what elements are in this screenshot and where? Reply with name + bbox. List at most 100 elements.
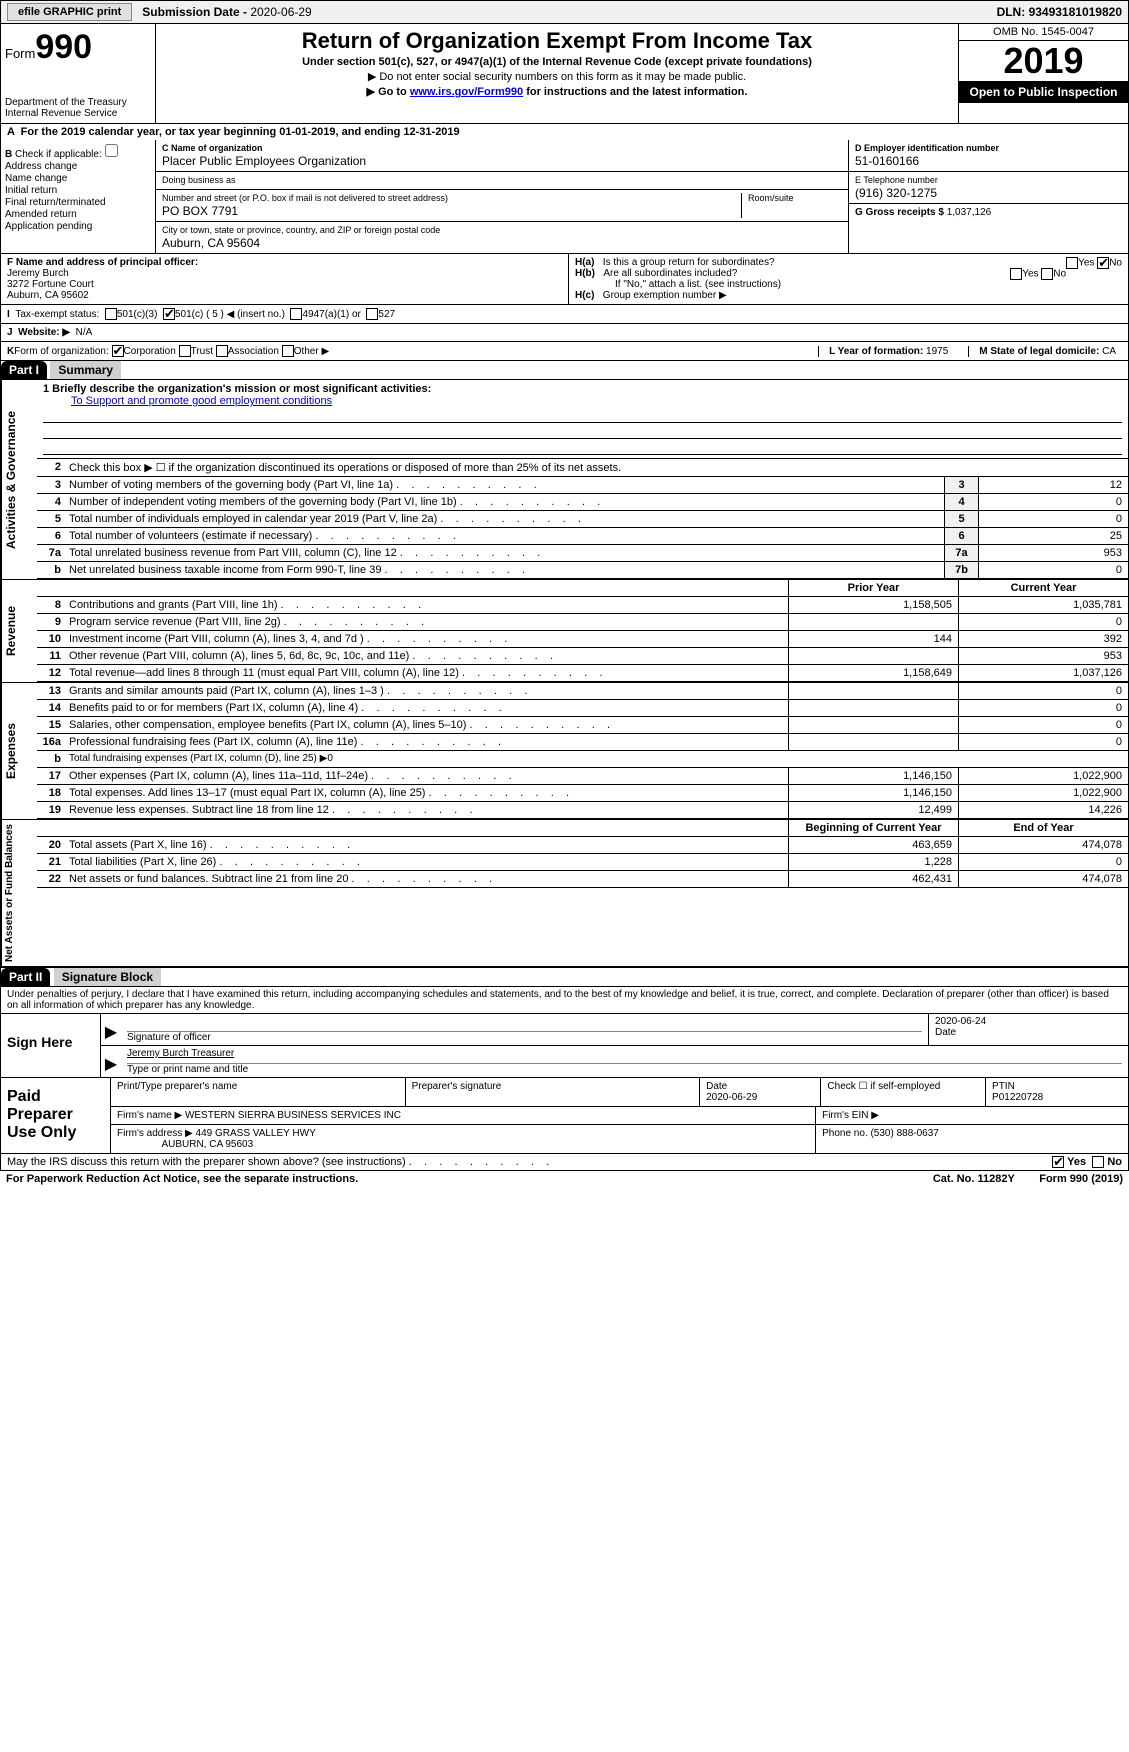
discuss-yes[interactable] — [1052, 1156, 1064, 1168]
gov-line: 4Number of independent voting members of… — [37, 494, 1128, 511]
part1-title: Summary — [50, 361, 121, 379]
k-opt1: Trust — [191, 346, 213, 357]
i-opt0: 501(c)(3) — [117, 309, 158, 320]
cat-no: Cat. No. 11282Y — [933, 1173, 1015, 1185]
ha-yes-lbl: Yes — [1078, 258, 1094, 269]
g-label: G Gross receipts $ — [855, 207, 947, 218]
open-inspection: Open to Public Inspection — [959, 81, 1128, 103]
k-opt2: Association — [228, 346, 279, 357]
k-assoc[interactable] — [216, 345, 228, 357]
firm-addr2: AUBURN, CA 95603 — [161, 1139, 253, 1150]
ha-yes[interactable] — [1066, 257, 1078, 269]
gov-vlabel: Activities & Governance — [1, 380, 37, 579]
net-section: Net Assets or Fund Balances Beginning of… — [0, 820, 1129, 967]
sign-arrow1: ▶ — [101, 1014, 121, 1045]
f-addr2: Auburn, CA 95602 — [7, 290, 89, 301]
firm-phone-label: Phone no. — [822, 1128, 870, 1139]
expense-line: 17Other expenses (Part IX, column (A), l… — [37, 768, 1128, 785]
gov-line: 3Number of voting members of the governi… — [37, 477, 1128, 494]
dba-label: Doing business as — [162, 175, 842, 185]
hb-no[interactable] — [1041, 268, 1053, 280]
chk-applicable[interactable] — [105, 144, 118, 157]
revenue-section: Revenue Prior Year Current Year 8Contrib… — [0, 580, 1129, 683]
l-val: 1975 — [926, 346, 948, 357]
firm-addr1: 449 GRASS VALLEY HWY — [196, 1128, 316, 1139]
k-corp[interactable] — [112, 345, 124, 357]
ein-label: Firm's EIN ▶ — [816, 1107, 1128, 1124]
submission-label: Submission Date - — [142, 5, 250, 19]
gov-line: 5Total number of individuals employed in… — [37, 511, 1128, 528]
expenses-vlabel: Expenses — [1, 683, 37, 819]
org-name: Placer Public Employees Organization — [162, 154, 842, 168]
part1-row: Part I Summary — [0, 361, 1129, 380]
paid-date: 2020-06-29 — [706, 1092, 814, 1103]
bottom-note: For Paperwork Reduction Act Notice, see … — [0, 1171, 1129, 1187]
row-a: A For the 2019 calendar year, or tax yea… — [0, 124, 1129, 140]
row-a-pre: For the 2019 calendar year, or tax year … — [21, 126, 280, 138]
form990-link[interactable]: www.irs.gov/Form990 — [410, 86, 523, 98]
addr-label: Number and street (or P.O. box if mail i… — [162, 193, 741, 203]
ha-no[interactable] — [1097, 257, 1109, 269]
j-label: Website: ▶ — [18, 327, 70, 338]
chk-final: Final return/terminated — [5, 197, 151, 208]
note2-post: for instructions and the latest informat… — [523, 86, 747, 98]
i-4947[interactable] — [290, 308, 302, 320]
k-other[interactable] — [282, 345, 294, 357]
i-opt2: 4947(a)(1) or — [302, 309, 360, 320]
part2-hdr: Part II — [1, 968, 50, 986]
k-label: Form of organization: — [14, 346, 109, 357]
gov-line: 7aTotal unrelated business revenue from … — [37, 545, 1128, 562]
form-ref: Form 990 (2019) — [1039, 1173, 1123, 1185]
m-val: CA — [1102, 346, 1116, 357]
signer-name: Jeremy Burch Treasurer — [127, 1048, 1122, 1064]
i-501c[interactable] — [163, 308, 175, 320]
note2-pre: ▶ Go to — [367, 86, 410, 98]
k-trust[interactable] — [179, 345, 191, 357]
revenue-line: 8Contributions and grants (Part VIII, li… — [37, 597, 1128, 614]
efile-btn[interactable]: efile GRAPHIC print — [7, 3, 132, 21]
i-opt1: 501(c) ( 5 ) ◀ (insert no.) — [175, 309, 285, 320]
i-501c3[interactable] — [105, 308, 117, 320]
paid-block: Paid Preparer Use Only Print/Type prepar… — [0, 1078, 1129, 1154]
sign-block: Sign Here ▶ Signature of officer 2020-06… — [0, 1014, 1129, 1078]
net-vlabel: Net Assets or Fund Balances — [1, 820, 37, 966]
submission-date: 2020-06-29 — [250, 5, 311, 19]
expenses-section: Expenses 13Grants and similar amounts pa… — [0, 683, 1129, 820]
paid-h1: Print/Type preparer's name — [117, 1081, 399, 1092]
hb-text: Are all subordinates included? — [603, 268, 737, 279]
name-label: Type or print name and title — [127, 1064, 1122, 1075]
hb-yes[interactable] — [1010, 268, 1022, 280]
f-addr1: 3272 Fortune Court — [7, 279, 94, 290]
ptin: P01220728 — [992, 1092, 1122, 1103]
form-num: 990 — [35, 28, 92, 66]
discuss-no[interactable] — [1092, 1156, 1104, 1168]
paid-h3: Date — [706, 1081, 814, 1092]
ein: 51-0160166 — [855, 154, 1122, 168]
expense-line: 16aProfessional fundraising fees (Part I… — [37, 734, 1128, 751]
col-b-label: Check if applicable: — [15, 149, 102, 160]
paid-h5: PTIN — [992, 1081, 1122, 1092]
date-label: Date — [935, 1027, 1122, 1038]
net-line: 21Total liabilities (Part X, line 26)1,2… — [37, 854, 1128, 871]
hb-label: H(b) — [575, 268, 595, 279]
discuss-no-lbl: No — [1107, 1156, 1122, 1168]
f-name: Jeremy Burch — [7, 268, 69, 279]
part2-title: Signature Block — [54, 968, 161, 986]
discuss-text: May the IRS discuss this return with the… — [7, 1156, 549, 1168]
row-a-begin: 01-01-2019 — [279, 126, 335, 138]
part2-row: Part II Signature Block — [0, 967, 1129, 987]
i-527[interactable] — [366, 308, 378, 320]
revenue-vlabel: Revenue — [1, 580, 37, 682]
ha-label: H(a) — [575, 257, 594, 268]
row-j: J Website: ▶ N/A — [0, 324, 1129, 342]
expense-line: 15Salaries, other compensation, employee… — [37, 717, 1128, 734]
net-line: 20Total assets (Part X, line 16)463,6594… — [37, 837, 1128, 854]
firm-addr-label: Firm's address ▶ — [117, 1128, 193, 1139]
net-line: 22Net assets or fund balances. Subtract … — [37, 871, 1128, 888]
sign-arrow2: ▶ — [101, 1046, 121, 1077]
city: Auburn, CA 95604 — [162, 236, 842, 250]
main-grid: B Check if applicable: Address change Na… — [0, 140, 1129, 254]
i-label: Tax-exempt status: — [15, 309, 99, 320]
revenue-line: 11Other revenue (Part VIII, column (A), … — [37, 648, 1128, 665]
governance-section: Activities & Governance 1 Briefly descri… — [0, 380, 1129, 580]
